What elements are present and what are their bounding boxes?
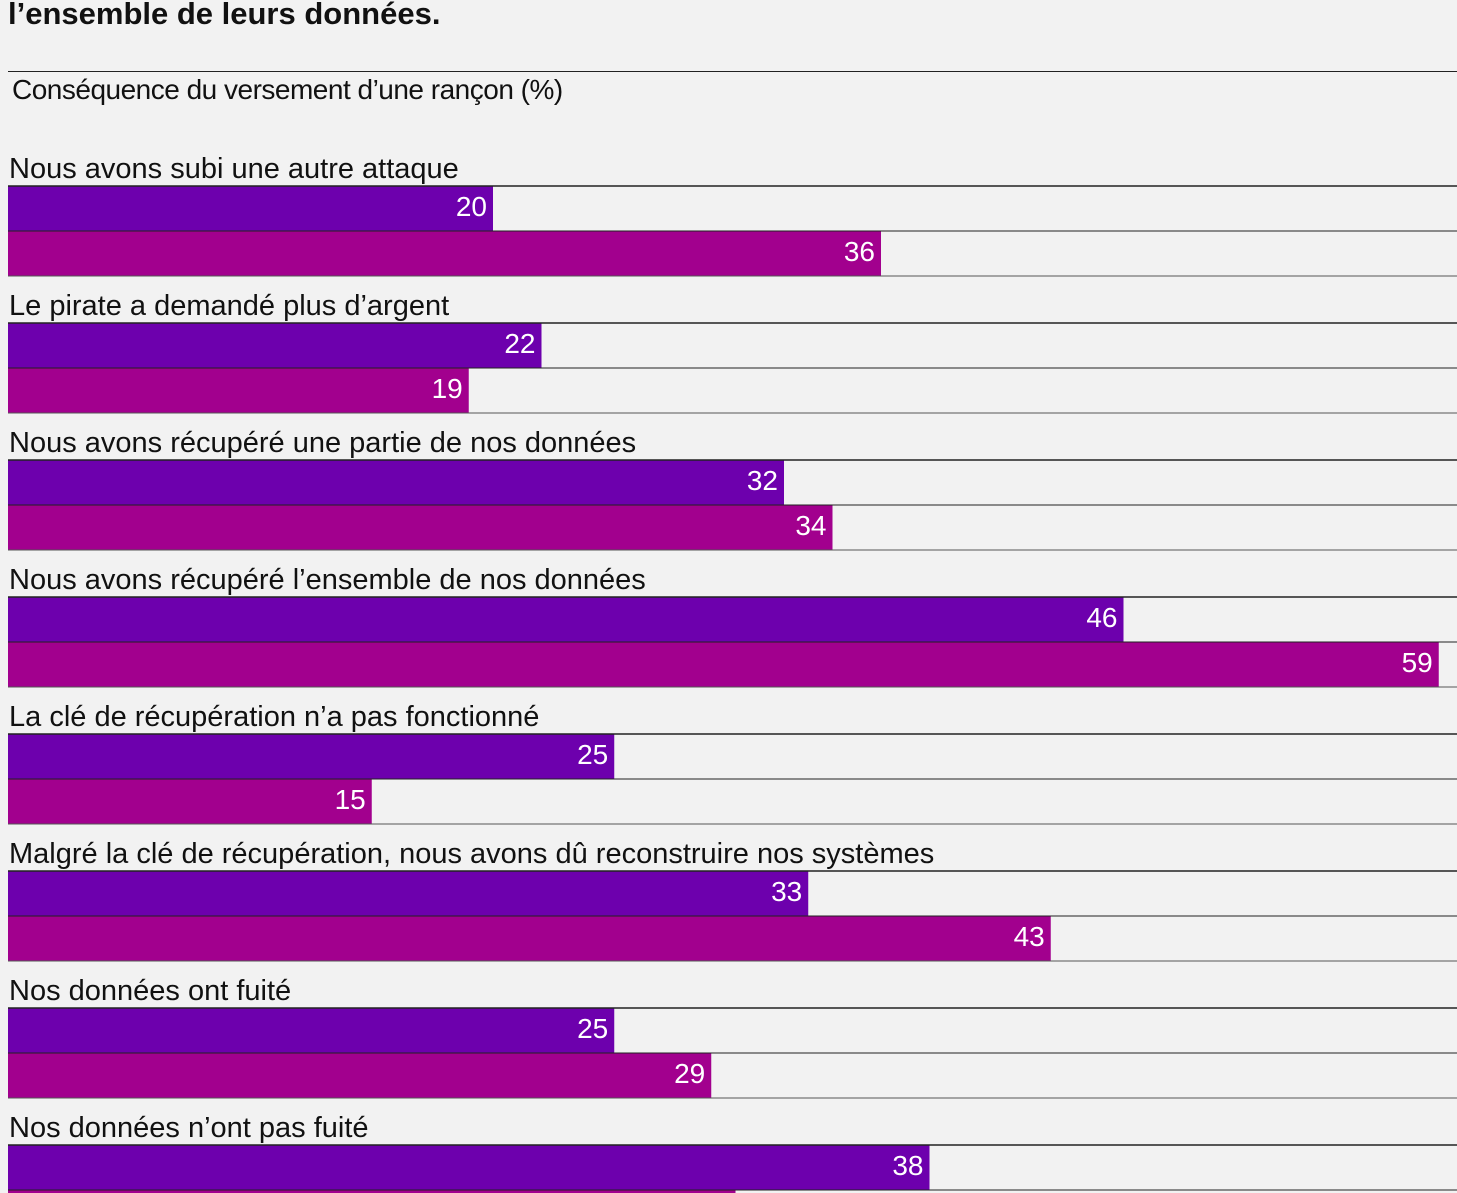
- value-label: 59: [1402, 647, 1433, 678]
- bar-series-1: [8, 1008, 615, 1053]
- value-label: 15: [335, 784, 366, 815]
- bar-series-2: [8, 1053, 712, 1098]
- category-label: La clé de récupération n’a pas fonctionn…: [9, 701, 539, 733]
- bar-series-1: [8, 460, 784, 505]
- value-label: 29: [674, 1058, 705, 1089]
- value-label: 25: [577, 1013, 608, 1044]
- chart-title: Conséquence du versement d’une rançon (%…: [12, 74, 563, 105]
- value-label: 34: [795, 510, 826, 541]
- value-label: 36: [844, 236, 875, 267]
- bar-series-2: [8, 642, 1439, 687]
- bar-series-2: [8, 779, 372, 824]
- bar-series-1: [8, 186, 493, 231]
- value-label: 33: [771, 876, 802, 907]
- category-label: Nos données ont fuité: [9, 975, 291, 1007]
- bar-series-2: [8, 505, 833, 550]
- category-label: Nos données n’ont pas fuité: [9, 1112, 369, 1144]
- headline: l’ensemble de leurs données.: [8, 0, 441, 31]
- bar-series-2: [8, 231, 881, 276]
- category-label: Malgré la clé de récupération, nous avon…: [9, 838, 934, 870]
- value-label: 32: [747, 465, 778, 496]
- bar-series-2: [8, 916, 1051, 961]
- value-label: 38: [892, 1150, 923, 1181]
- value-label: 46: [1086, 602, 1117, 633]
- bar-series-1: [8, 323, 542, 368]
- value-label: 19: [432, 373, 463, 404]
- bar-series-1: [8, 1145, 930, 1190]
- category-label: Le pirate a demandé plus d’argent: [9, 290, 449, 322]
- bar-series-1: [8, 871, 809, 916]
- bar-series-2: [8, 368, 469, 413]
- bar-series-1: [8, 597, 1124, 642]
- value-label: 43: [1014, 921, 1045, 952]
- category-label: Nous avons subi une autre attaque: [9, 153, 459, 185]
- value-label: 20: [456, 191, 487, 222]
- bar-series-1: [8, 734, 615, 779]
- value-label: 22: [504, 328, 535, 359]
- header-rule: [8, 71, 1457, 72]
- category-label: Nous avons récupéré l’ensemble de nos do…: [9, 564, 646, 596]
- category-label: Nous avons récupéré une partie de nos do…: [9, 427, 636, 459]
- value-label: 25: [577, 739, 608, 770]
- bar-series-2: [8, 1190, 736, 1193]
